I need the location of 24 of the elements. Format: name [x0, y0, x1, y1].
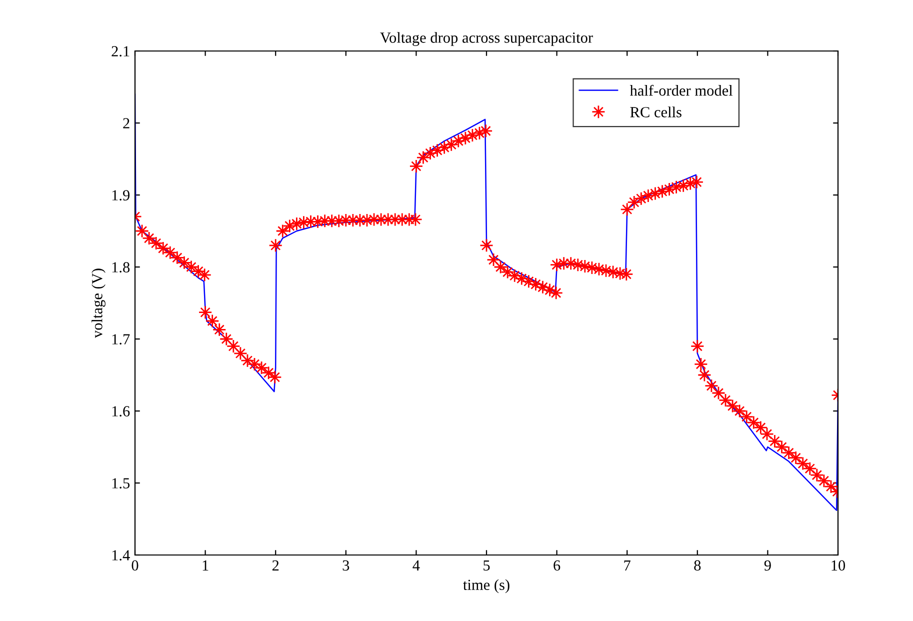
y-tick-label: 1.4	[112, 550, 130, 561]
x-tick-label: 5	[484, 560, 490, 571]
x-tick-label: 6	[554, 560, 560, 571]
x-tick-label: 2	[272, 560, 279, 570]
legend-label: RC cells	[630, 106, 682, 118]
x-tick-label: 10	[832, 560, 846, 571]
x-tick-label: 0	[132, 560, 138, 571]
x-tick-label: 4	[412, 560, 420, 570]
x-tick-label: 8	[694, 560, 701, 571]
legend-label: half-order model	[630, 84, 733, 96]
x-tick-label: 7	[624, 560, 630, 570]
x-axis-title: time (s)	[463, 579, 510, 594]
y-tick-label: 1.6	[112, 406, 130, 417]
y-tick-label: 1.5	[112, 478, 130, 489]
y-tick-label: 2.1	[112, 46, 130, 57]
x-tick-label: 9	[764, 560, 771, 571]
x-tick-label: 1	[202, 560, 208, 570]
y-tick-label: 2	[123, 118, 130, 128]
y-tick-label: 1.7	[112, 334, 130, 345]
y-tick-label: 1.8	[112, 262, 130, 273]
y-tick-label: 1.9	[112, 190, 130, 201]
chart-title: Voltage drop across supercapacitor	[380, 32, 593, 46]
x-tick-label: 3	[342, 560, 350, 571]
y-axis-title: voltage (V)	[92, 268, 106, 338]
